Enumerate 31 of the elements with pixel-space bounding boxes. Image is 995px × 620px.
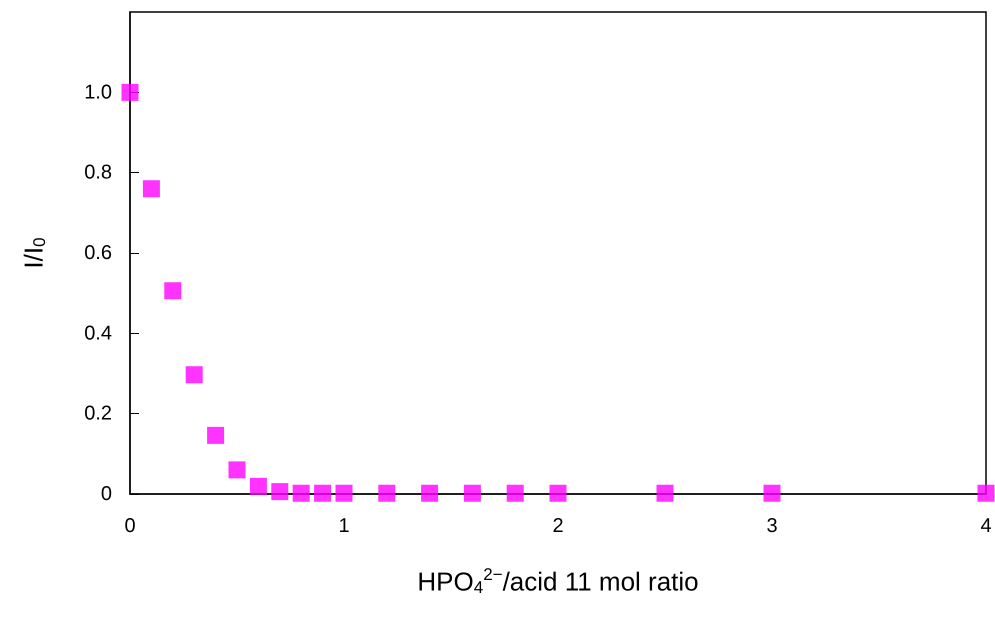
point xyxy=(228,461,246,478)
y-tick-label: 0.8 xyxy=(84,162,112,184)
point xyxy=(550,484,566,502)
x-tick-label: 4 xyxy=(980,515,992,537)
x-tick-label: 3 xyxy=(766,515,778,537)
point xyxy=(506,484,524,502)
point xyxy=(464,484,481,502)
point xyxy=(978,484,994,502)
x-tick-label: 1 xyxy=(338,515,350,537)
y-tick-label: 0.4 xyxy=(84,322,112,344)
x-tick-label: 0 xyxy=(124,515,136,537)
point xyxy=(421,484,438,502)
point xyxy=(336,484,352,502)
point xyxy=(186,366,203,384)
y-axis-title: I/I0 xyxy=(18,237,49,269)
y-tick-label: 0.6 xyxy=(84,242,112,264)
point xyxy=(378,484,396,502)
point xyxy=(656,484,674,502)
y-tick-label: 0 xyxy=(100,483,112,505)
point xyxy=(142,180,160,198)
point xyxy=(314,484,332,502)
point xyxy=(122,84,138,101)
point xyxy=(292,484,310,502)
point xyxy=(250,478,267,495)
point xyxy=(164,282,182,300)
point xyxy=(207,426,224,444)
x-tick-label: 2 xyxy=(552,515,564,537)
y-tick-label: 1.0 xyxy=(84,81,112,104)
y-tick-label: 0.2 xyxy=(84,402,112,425)
point xyxy=(271,483,288,500)
point xyxy=(764,484,780,502)
